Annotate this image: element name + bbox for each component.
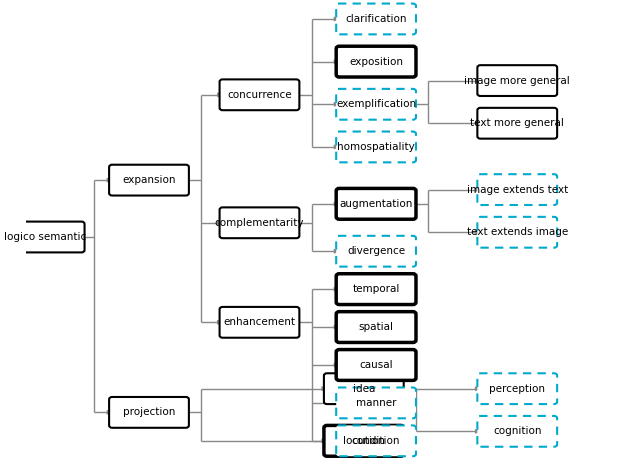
- Text: homospatiality: homospatiality: [337, 142, 415, 152]
- Text: locution: locution: [343, 436, 385, 446]
- Text: exemplification: exemplification: [336, 99, 416, 109]
- Text: text extends image: text extends image: [467, 227, 568, 237]
- FancyBboxPatch shape: [336, 132, 416, 163]
- FancyBboxPatch shape: [109, 165, 189, 195]
- FancyBboxPatch shape: [336, 426, 416, 456]
- Text: spatial: spatial: [358, 322, 394, 332]
- FancyBboxPatch shape: [336, 388, 416, 418]
- FancyBboxPatch shape: [477, 174, 557, 205]
- Text: condition: condition: [352, 436, 401, 446]
- FancyBboxPatch shape: [477, 108, 557, 138]
- FancyBboxPatch shape: [220, 307, 300, 338]
- Text: temporal: temporal: [353, 284, 400, 294]
- FancyBboxPatch shape: [220, 208, 300, 238]
- Text: logico semantic: logico semantic: [4, 232, 86, 242]
- FancyBboxPatch shape: [477, 217, 557, 248]
- FancyBboxPatch shape: [336, 350, 416, 380]
- FancyBboxPatch shape: [336, 89, 416, 120]
- Text: text more general: text more general: [470, 118, 564, 128]
- Text: exposition: exposition: [349, 56, 403, 67]
- FancyBboxPatch shape: [336, 4, 416, 35]
- FancyBboxPatch shape: [336, 188, 416, 219]
- FancyBboxPatch shape: [4, 222, 84, 252]
- Text: expansion: expansion: [122, 175, 176, 185]
- Text: enhancement: enhancement: [223, 317, 296, 328]
- Text: cognition: cognition: [493, 426, 541, 437]
- FancyBboxPatch shape: [336, 236, 416, 267]
- FancyBboxPatch shape: [324, 374, 404, 404]
- FancyBboxPatch shape: [336, 46, 416, 77]
- FancyBboxPatch shape: [336, 274, 416, 305]
- Text: complementarity: complementarity: [215, 218, 304, 228]
- Text: idea: idea: [353, 383, 375, 394]
- Text: image more general: image more general: [465, 75, 570, 86]
- FancyBboxPatch shape: [477, 416, 557, 447]
- FancyBboxPatch shape: [324, 426, 404, 456]
- Text: divergence: divergence: [347, 246, 405, 256]
- Text: concurrence: concurrence: [227, 90, 292, 100]
- FancyBboxPatch shape: [220, 79, 300, 110]
- Text: perception: perception: [489, 383, 545, 394]
- FancyBboxPatch shape: [109, 397, 189, 428]
- Text: augmentation: augmentation: [339, 199, 413, 209]
- Text: projection: projection: [123, 407, 175, 418]
- Text: causal: causal: [359, 360, 393, 370]
- FancyBboxPatch shape: [477, 374, 557, 404]
- FancyBboxPatch shape: [336, 312, 416, 342]
- FancyBboxPatch shape: [477, 65, 557, 96]
- Text: image extends text: image extends text: [467, 184, 568, 195]
- Text: clarification: clarification: [346, 14, 407, 24]
- Text: manner: manner: [356, 398, 396, 408]
